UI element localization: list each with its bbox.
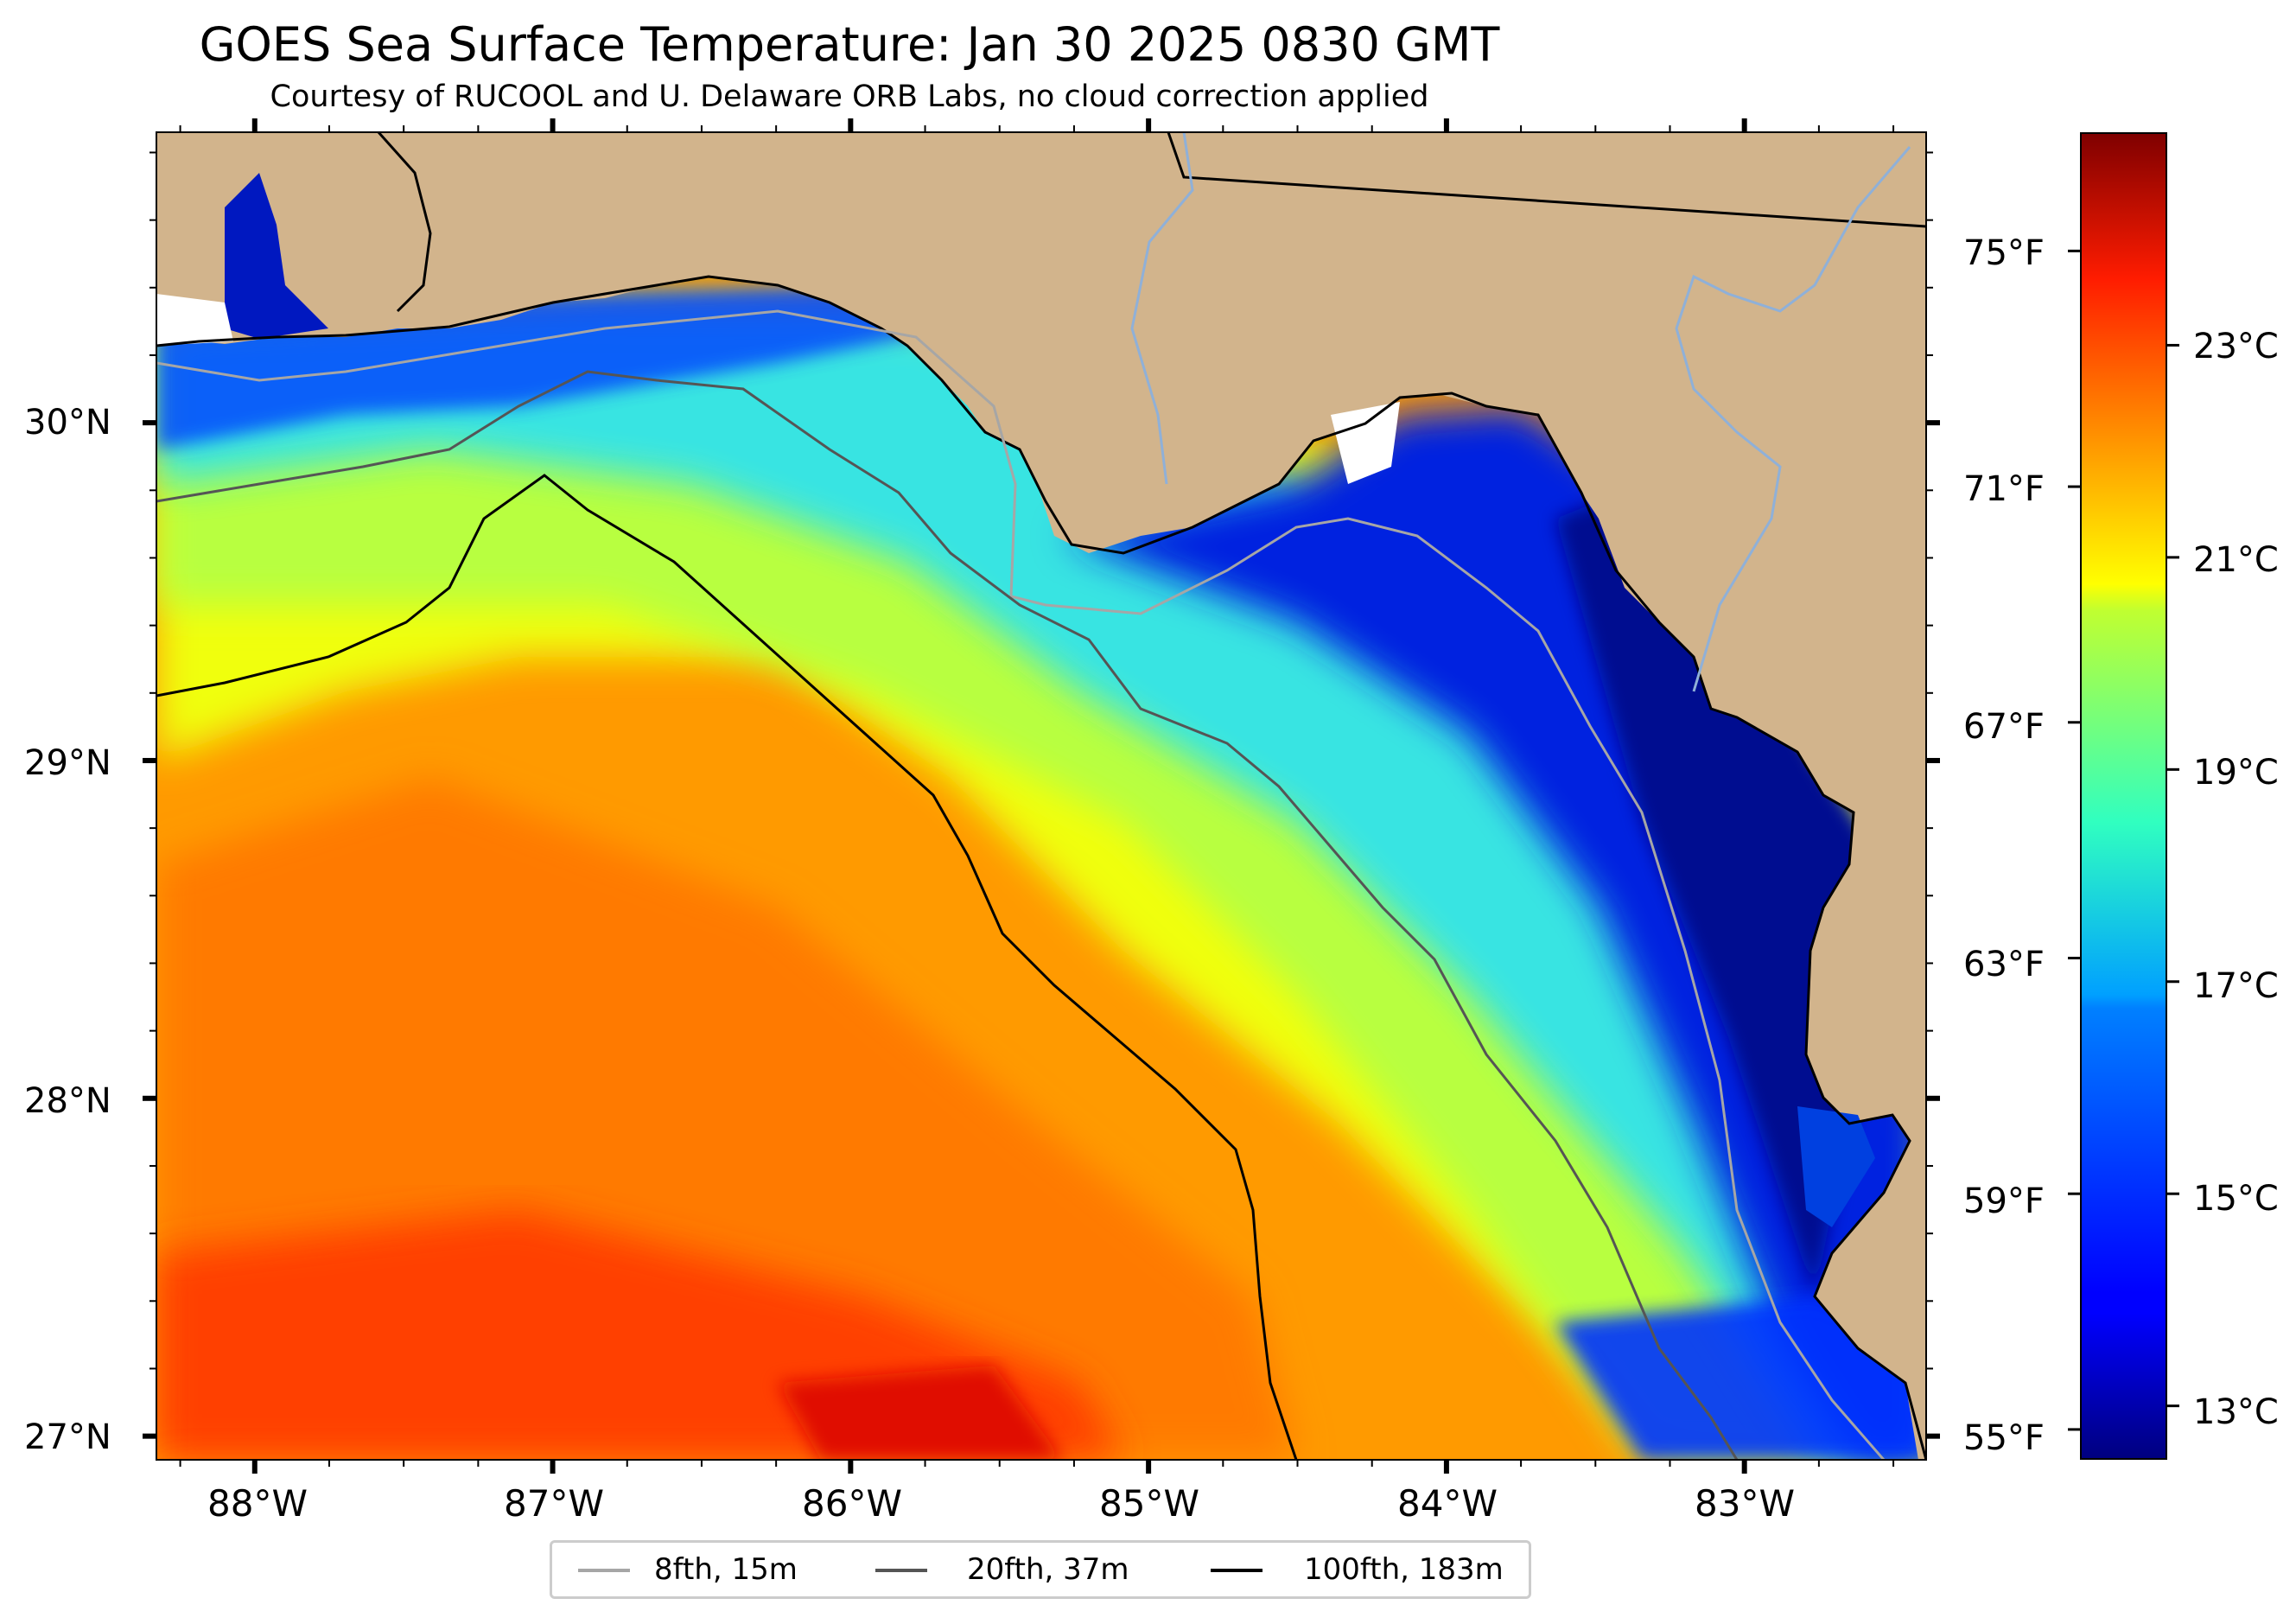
celsius-label-21: 21°C (2193, 540, 2279, 580)
lon-label-85: 85°W (1099, 1482, 1199, 1525)
legend-label-100fth: 100fth, 183m (1304, 1552, 1504, 1587)
legend-swatch-8fth (578, 1569, 630, 1572)
lon-label-87: 87°W (504, 1482, 604, 1525)
lon-label-88: 88°W (207, 1482, 308, 1525)
celsius-label-15: 15°C (2193, 1179, 2279, 1219)
celsius-label-13: 13°C (2193, 1392, 2279, 1432)
lon-label-83: 83°W (1695, 1482, 1795, 1525)
legend-swatch-20fth (875, 1569, 927, 1572)
celsius-label-23: 23°C (2193, 327, 2279, 366)
colorbar (2080, 132, 2167, 1460)
lon-label-86: 86°W (802, 1482, 902, 1525)
legend-swatch-100fth (1211, 1569, 1262, 1572)
fahrenheit-label-75: 75°F (1963, 233, 2045, 273)
fahrenheit-label-71: 71°F (1963, 469, 2045, 509)
sst-field (156, 132, 1926, 1460)
celsius-label-17: 17°C (2193, 966, 2279, 1006)
colorbar-ticks (2068, 249, 2179, 1431)
lon-label-84: 84°W (1397, 1482, 1498, 1525)
celsius-label-19: 19°C (2193, 753, 2279, 793)
chart-title: GOES Sea Surface Temperature: Jan 30 202… (199, 17, 1500, 72)
fahrenheit-label-59: 59°F (1963, 1181, 2045, 1221)
fahrenheit-label-63: 63°F (1963, 945, 2045, 984)
lat-label-29: 29°N (24, 743, 111, 783)
map-frame (156, 131, 1927, 1461)
lat-label-30: 30°N (24, 403, 111, 443)
fahrenheit-label-55: 55°F (1963, 1418, 2045, 1458)
land (156, 132, 1926, 1460)
isobath-legend: 8fth, 15m 20fth, 37m 100fth, 183m (550, 1540, 1531, 1599)
lat-label-28: 28°N (24, 1081, 111, 1121)
map-ticks (143, 118, 1940, 1474)
legend-label-20fth: 20fth, 37m (967, 1552, 1129, 1587)
legend-label-8fth: 8fth, 15m (654, 1552, 798, 1587)
fahrenheit-label-67: 67°F (1963, 707, 2045, 747)
chart-subtitle: Courtesy of RUCOOL and U. Delaware ORB L… (270, 80, 1429, 114)
lat-label-27: 27°N (24, 1417, 111, 1457)
coastline (156, 275, 1926, 1460)
